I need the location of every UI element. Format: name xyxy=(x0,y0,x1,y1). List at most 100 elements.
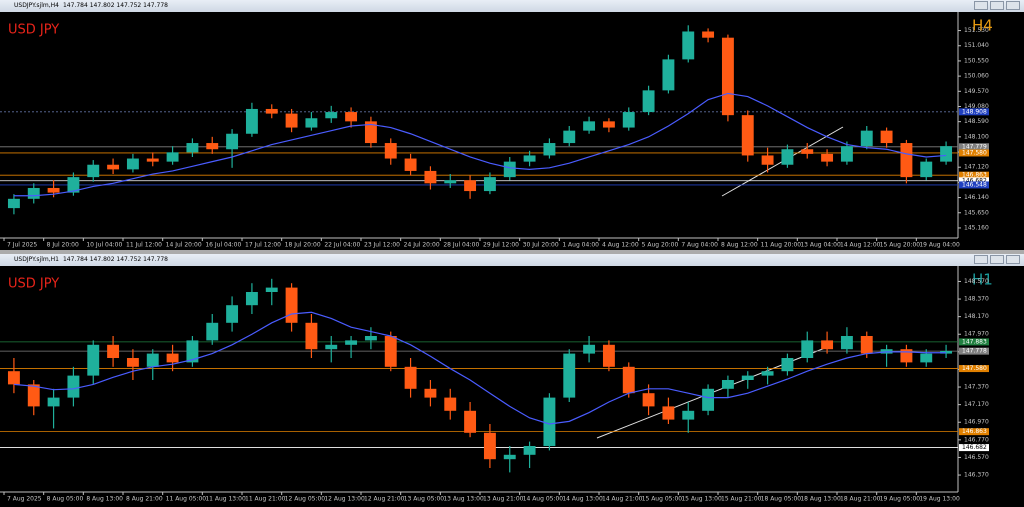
y-tick-label: 148.100 xyxy=(964,133,989,140)
level-label: 147.778 xyxy=(962,348,987,355)
y-tick-label: 150.060 xyxy=(964,73,989,80)
level-tag xyxy=(959,365,989,373)
y-tick-label: 145.650 xyxy=(964,209,989,216)
moving-average xyxy=(13,92,947,197)
candle-body xyxy=(126,158,139,170)
candle-body xyxy=(781,149,794,165)
y-tick-label: 147.370 xyxy=(964,384,989,391)
candle-body xyxy=(940,350,953,354)
candle-body xyxy=(503,161,516,178)
x-tick-label: 19 Aug 05:00 xyxy=(880,496,921,503)
y-tick-label: 147.970 xyxy=(964,331,989,338)
chart-window: USDJPY.sjlm,H1 147.784 147.802 147.752 14… xyxy=(0,254,1024,507)
candle-body xyxy=(444,180,457,184)
candle-body xyxy=(543,397,556,446)
level-label: 148.908 xyxy=(962,108,987,115)
candle-body xyxy=(107,344,120,358)
x-tick-label: 5 Aug 20:00 xyxy=(642,242,679,249)
candle-body xyxy=(523,155,536,162)
candle-body xyxy=(523,446,536,455)
y-tick-label: 146.370 xyxy=(964,472,989,479)
candle-body xyxy=(67,375,80,398)
candle-body xyxy=(404,366,417,389)
x-tick-label: 7 Aug 2025 xyxy=(7,496,42,503)
x-tick-label: 23 Jul 12:00 xyxy=(364,242,400,249)
x-tick-label: 13 Aug 21:00 xyxy=(483,496,524,503)
candle-body xyxy=(583,344,596,354)
candle-body xyxy=(27,187,40,199)
level-label: 146.863 xyxy=(962,172,987,179)
x-tick-label: 18 Jul 20:00 xyxy=(285,242,321,249)
candle-body xyxy=(900,143,913,178)
candle-body xyxy=(404,158,417,171)
candle-body xyxy=(840,336,853,350)
x-tick-label: 11 Aug 13:00 xyxy=(205,496,246,503)
candle-body xyxy=(920,161,933,178)
candle-body xyxy=(741,375,754,380)
x-tick-label: 11 Aug 20:00 xyxy=(761,242,802,249)
candle-body xyxy=(821,153,834,162)
x-tick-label: 15 Aug 21:00 xyxy=(721,496,762,503)
x-tick-label: 1 Aug 04:00 xyxy=(562,242,599,249)
candle-body xyxy=(107,164,120,170)
candle-body xyxy=(761,155,774,165)
moving-average xyxy=(13,311,947,425)
candle-body xyxy=(880,130,893,144)
candle-body xyxy=(563,130,576,144)
candle-body xyxy=(444,397,457,411)
y-tick-label: 149.570 xyxy=(964,88,989,95)
candle-body xyxy=(345,112,358,122)
x-tick-label: 8 Aug 12:00 xyxy=(721,242,758,249)
level-label: 146.682 xyxy=(962,444,987,451)
x-tick-label: 8 Jul 20:00 xyxy=(47,242,79,249)
candle-body xyxy=(860,336,873,354)
candle-body xyxy=(87,164,100,178)
x-tick-label: 8 Aug 21:00 xyxy=(126,496,163,503)
candle-body xyxy=(801,340,814,358)
candle-body xyxy=(325,344,338,350)
candle-body xyxy=(424,388,437,398)
candle-body xyxy=(384,143,397,159)
candle-body xyxy=(503,454,516,460)
x-tick-label: 7 Aug 04:00 xyxy=(681,242,718,249)
x-tick-label: 16 Jul 04:00 xyxy=(205,242,241,249)
maximize[interactable] xyxy=(990,255,1004,264)
x-tick-label: 18 Aug 05:00 xyxy=(761,496,802,503)
candle-body xyxy=(622,366,635,394)
x-tick-label: 19 Aug 04:00 xyxy=(919,242,960,249)
x-tick-label: 15 Aug 05:00 xyxy=(642,496,683,503)
x-tick-label: 13 Aug 05:00 xyxy=(404,496,445,503)
close[interactable] xyxy=(1006,1,1020,10)
level-tag xyxy=(959,108,989,116)
level-tag xyxy=(959,181,989,189)
y-tick-label: 150.550 xyxy=(964,57,989,64)
level-tag xyxy=(959,444,989,452)
candle-body xyxy=(47,397,60,407)
candle-body xyxy=(860,130,873,147)
candle-body xyxy=(87,344,100,376)
candle-body xyxy=(265,287,278,292)
x-tick-label: 28 Jul 04:00 xyxy=(443,242,479,249)
y-tick-label: 149.080 xyxy=(964,103,989,110)
candle-body xyxy=(602,121,615,128)
x-tick-label: 14 Aug 12:00 xyxy=(840,242,881,249)
candle-body xyxy=(543,143,556,156)
symbol-label: USD JPY xyxy=(8,277,59,292)
x-tick-label: 11 Jul 12:00 xyxy=(126,242,162,249)
x-tick-label: 11 Aug 21:00 xyxy=(245,496,286,503)
candle-body xyxy=(821,340,834,350)
candle-body xyxy=(7,371,20,385)
minimize[interactable] xyxy=(974,255,988,264)
candle-body xyxy=(305,118,318,128)
candle-body xyxy=(146,353,159,367)
y-tick-label: 147.120 xyxy=(964,164,989,171)
level-label: 147.580 xyxy=(962,149,987,156)
minimize[interactable] xyxy=(974,1,988,10)
window-title: USDJPY.sjlm,H1 xyxy=(14,256,59,263)
close[interactable] xyxy=(1006,255,1020,264)
candle-body xyxy=(464,180,477,192)
candle-body xyxy=(702,388,715,411)
maximize[interactable] xyxy=(990,1,1004,10)
level-tag xyxy=(959,347,989,355)
ohlc-info: 147.784 147.802 147.752 147.778 xyxy=(62,2,168,9)
